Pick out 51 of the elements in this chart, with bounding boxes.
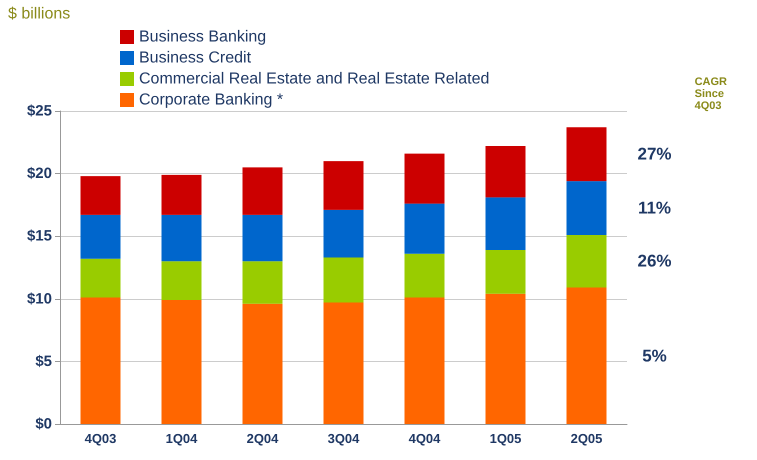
y-axis-title: $ billions xyxy=(8,6,70,22)
x-tick-label: 4Q03 xyxy=(84,431,116,446)
bar xyxy=(80,176,120,215)
bar xyxy=(404,298,444,424)
y-tick-label: $20 xyxy=(26,165,52,182)
bar xyxy=(324,210,364,258)
text: 27% xyxy=(637,144,672,164)
bar xyxy=(324,257,364,303)
bar xyxy=(162,300,202,424)
bar xyxy=(486,146,526,198)
y-tick-label: $10 xyxy=(26,290,52,308)
bar xyxy=(80,214,120,259)
legend-label: Business Banking xyxy=(139,28,266,46)
legend-label: Business Credit xyxy=(139,50,252,66)
x-tick-label: 1Q05 xyxy=(490,431,522,446)
bar xyxy=(486,250,526,294)
bar xyxy=(162,174,202,215)
bar xyxy=(242,214,282,262)
bar xyxy=(566,288,606,424)
bar xyxy=(162,261,202,300)
bar xyxy=(324,302,364,424)
bar xyxy=(404,154,444,204)
bar xyxy=(404,254,444,298)
x-tick-label: 2Q04 xyxy=(246,431,280,446)
text: 5% xyxy=(642,346,667,366)
bar xyxy=(80,258,120,298)
bar xyxy=(242,167,282,215)
bar xyxy=(242,261,282,304)
bar xyxy=(162,214,202,262)
bar xyxy=(566,181,606,235)
text: 26% xyxy=(637,252,672,271)
x-tick-label: 2Q05 xyxy=(570,431,602,446)
bar xyxy=(242,304,282,424)
bar xyxy=(404,204,444,254)
bar xyxy=(324,161,364,210)
x-tick-label: 1Q04 xyxy=(166,431,198,446)
text: 11% xyxy=(638,198,672,218)
bar xyxy=(566,234,606,288)
bar xyxy=(80,298,120,424)
x-tick-label: 4Q04 xyxy=(408,431,442,446)
x-tick-label: 3Q04 xyxy=(328,431,360,446)
text: CAGR Since 4Q03 xyxy=(694,76,728,112)
y-tick-label: $15 xyxy=(26,228,52,245)
y-tick-label: $25 xyxy=(26,102,52,120)
legend-label: Corporate Banking * xyxy=(139,92,284,108)
y-tick-label: $5 xyxy=(35,352,52,370)
bar xyxy=(486,197,526,250)
bar xyxy=(486,294,526,424)
y-tick-label: $0 xyxy=(35,416,52,432)
legend-label: Commercial Real Estate and Real Estate Related xyxy=(139,70,490,88)
bar xyxy=(566,127,606,182)
